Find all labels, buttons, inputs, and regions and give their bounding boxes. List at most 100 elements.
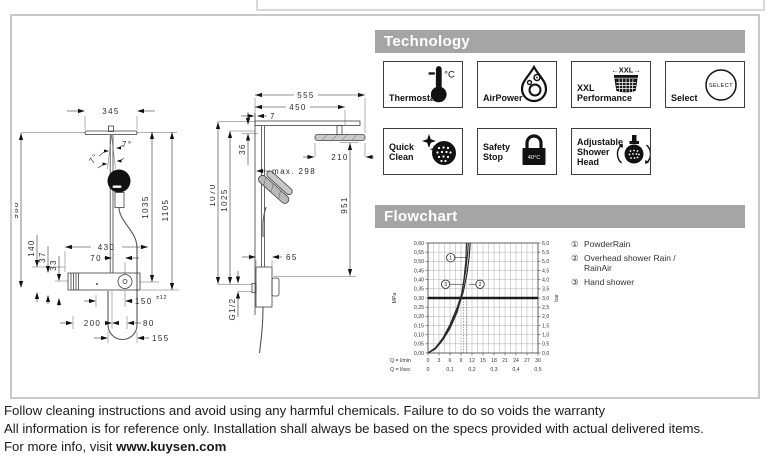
svg-text:0,10: 0,10 xyxy=(414,332,424,338)
svg-text:0,30: 0,30 xyxy=(414,296,424,302)
tech-label-xxl: XXL Performance xyxy=(577,83,633,103)
legend-label-2: Overhead shower Rain / RainAir xyxy=(584,253,676,273)
dim-988: 988 xyxy=(15,201,20,219)
svg-text:Q = l/sec: Q = l/sec xyxy=(390,367,411,373)
svg-text:12: 12 xyxy=(469,358,475,364)
dim-1070: 1070 xyxy=(210,183,217,206)
tech-label-adjustable: Adjustable Shower Head xyxy=(577,136,624,167)
svg-text:2,5: 2,5 xyxy=(542,305,549,311)
legend-num-1: ① xyxy=(571,239,579,249)
svg-text:MPa: MPa xyxy=(392,293,398,304)
dim-140: 140 xyxy=(27,239,36,257)
svg-text:15: 15 xyxy=(480,358,486,364)
dim-70: 70 xyxy=(90,254,102,263)
svg-text:6,0: 6,0 xyxy=(542,241,549,247)
tech-box-airpower: AirPower xyxy=(477,61,557,108)
dim-33: 33 xyxy=(49,259,58,271)
tech-box-safety-stop: Safety Stop 40°C xyxy=(477,128,557,175)
dim-200: 200 xyxy=(84,319,102,328)
legend-num-2: ② xyxy=(571,253,579,263)
dim-80: 80 xyxy=(143,319,155,328)
dim-345: 345 xyxy=(102,107,120,116)
svg-text:0,40: 0,40 xyxy=(414,277,424,283)
thermostat-icon: °C xyxy=(428,66,455,103)
svg-text:0,20: 0,20 xyxy=(414,314,424,320)
flowchart-graph: 0,000,050,100,150,200,250,300,350,400,45… xyxy=(390,241,560,373)
dim-1105: 1105 xyxy=(161,199,170,222)
svg-text:0: 0 xyxy=(427,367,430,373)
svg-text:0,00: 0,00 xyxy=(414,351,424,357)
front-view-drawing: 345 7° 7° 1035 1105 988 xyxy=(15,107,179,343)
hose-side-tail xyxy=(258,306,264,354)
hand-shower-side xyxy=(258,170,293,204)
dim-555: 555 xyxy=(297,91,315,100)
dim-65: 65 xyxy=(286,253,298,262)
svg-text:5,0: 5,0 xyxy=(542,259,549,265)
svg-text:3: 3 xyxy=(438,358,441,364)
select-icon: SELECT xyxy=(705,69,737,101)
svg-text:2,0: 2,0 xyxy=(542,314,549,320)
dim-150: 150 xyxy=(135,297,153,306)
svg-text:0,50: 0,50 xyxy=(414,259,424,265)
shower-column-side xyxy=(251,113,366,354)
tech-label-airpower: AirPower xyxy=(483,93,523,103)
svg-text:0,25: 0,25 xyxy=(414,305,424,311)
valve-side xyxy=(251,266,280,308)
cropped-section-above xyxy=(256,0,765,11)
svg-text:Q = l/min: Q = l/min xyxy=(390,358,411,364)
technology-header: Technology xyxy=(375,30,745,53)
footer-line-3: For more info, visit www.kuysen.com xyxy=(4,438,754,456)
xxl-arrows-label: ←XXL→ xyxy=(611,66,641,75)
svg-text:0,4: 0,4 xyxy=(512,367,519,373)
overhead-shower-side xyxy=(314,134,366,141)
safety-stop-lock-icon: 40°C xyxy=(522,134,546,165)
svg-text:0,55: 0,55 xyxy=(414,250,424,256)
tech-label-quick-clean: Quick Clean xyxy=(389,141,415,162)
side-view-drawing: 555 450 7 36 210 max. 298 xyxy=(210,91,374,354)
adjustable-shower-head-icon xyxy=(616,135,650,164)
svg-text:9: 9 xyxy=(460,358,463,364)
tech-box-adjustable-head: Adjustable Shower Head xyxy=(571,128,651,175)
flowchart-header: Flowchart xyxy=(375,205,745,228)
svg-text:0,0: 0,0 xyxy=(542,351,549,357)
svg-text:3: 3 xyxy=(444,282,447,288)
flowchart-legend: ① PowderRain ② Overhead shower Rain / Ra… xyxy=(571,239,746,291)
svg-text:1: 1 xyxy=(449,256,452,262)
svg-text:4,0: 4,0 xyxy=(542,277,549,283)
svg-text:6: 6 xyxy=(449,358,452,364)
tech-label-select: Select xyxy=(671,93,698,103)
svg-text:21: 21 xyxy=(502,358,508,364)
svg-text:5,5: 5,5 xyxy=(542,250,549,256)
svg-text:1,5: 1,5 xyxy=(542,323,549,329)
shower-column-front xyxy=(67,125,141,340)
legend-num-3: ③ xyxy=(571,277,579,287)
tech-box-select: Select SELECT xyxy=(665,61,745,108)
dim-450: 450 xyxy=(289,103,307,112)
svg-text:0,45: 0,45 xyxy=(414,268,424,274)
svg-text:1,0: 1,0 xyxy=(542,332,549,338)
dim-150-tolerance: ±12 xyxy=(156,295,167,301)
svg-text:24: 24 xyxy=(513,358,519,364)
svg-text:0,5: 0,5 xyxy=(534,367,541,373)
select-badge-label: SELECT xyxy=(709,83,733,89)
legend-item-3: ③ Hand shower xyxy=(571,277,746,287)
svg-text:2: 2 xyxy=(479,282,482,288)
svg-text:0,1: 0,1 xyxy=(446,367,453,373)
svg-text:0,15: 0,15 xyxy=(414,323,424,329)
lock-badge-label: 40°C xyxy=(528,155,541,161)
dim-angle-left: 7° xyxy=(87,151,100,165)
dim-155: 155 xyxy=(152,334,170,343)
footer-line-3-prefix: For more info, visit xyxy=(4,439,117,454)
dim-430: 430 xyxy=(98,243,116,252)
legend-item-2: ② Overhead shower Rain / RainAir xyxy=(571,253,746,273)
hose-side-upper xyxy=(262,206,267,238)
svg-text:bar: bar xyxy=(554,294,560,302)
dim-angle-right: 7° xyxy=(122,140,132,149)
svg-text:0,35: 0,35 xyxy=(414,287,424,293)
legend-label-1: PowderRain xyxy=(584,239,631,249)
svg-text:0: 0 xyxy=(427,358,430,364)
dim-951: 951 xyxy=(340,196,349,214)
tech-label-safety-stop: Safety Stop xyxy=(483,141,511,162)
svg-text:4,5: 4,5 xyxy=(542,268,549,274)
